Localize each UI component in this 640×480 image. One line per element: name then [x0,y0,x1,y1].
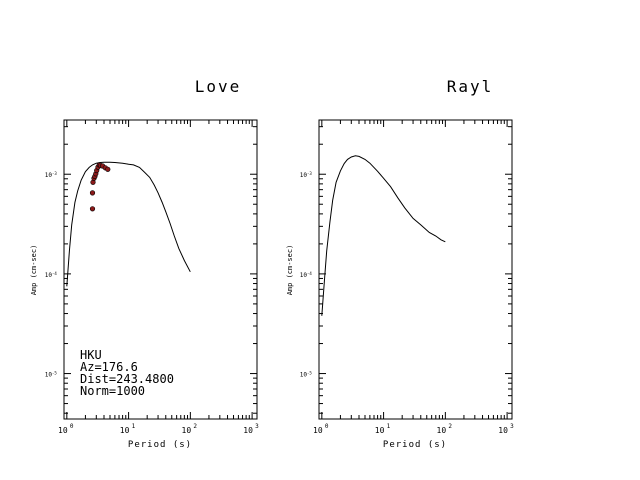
y-tick-label: 10 [45,172,53,179]
x-tick-label-exponent: 1 [387,423,391,430]
axis-ticks-rayl [319,120,512,419]
station-norm: Norm=1000 [80,384,145,398]
y-tick-label: 10 [45,372,53,379]
x-tick-label: 10 [182,426,192,435]
data-point [105,166,111,172]
y-tick-label-exponent: -5 [307,371,312,376]
y-tick-label-exponent: -4 [52,271,57,276]
y-tick-label-exponent: -5 [52,371,57,376]
x-tick-label-exponent: 1 [132,423,136,430]
x-tick-label-exponent: 0 [325,423,329,430]
y-tick-label: 10 [300,172,308,179]
y-axis-label-love: Amp (cm-sec) [30,245,38,296]
data-point [89,206,96,212]
x-tick-label: 10 [498,426,508,435]
y-tick-label: 10 [300,372,308,379]
x-tick-label: 10 [313,426,323,435]
y-tick-label-exponent: -3 [52,171,57,176]
series-love [66,161,191,287]
x-tick-label-exponent: 3 [255,423,259,430]
y-tick-label: 10 [300,272,308,279]
station-distance: Dist=243.4800 [80,372,174,386]
x-tick-label-exponent: 3 [510,423,514,430]
chart-rayl: Rayl Amp (cm-sec) Period (s) 10 0 10 1 10 2 10… [286,77,514,450]
station-azimuth: Az=176.6 [80,360,138,374]
x-tick-label-exponent: 0 [70,423,74,430]
series-line [66,161,191,287]
x-tick-label: 10 [120,426,130,435]
series-rayl [321,155,446,316]
x-axis-label-love: Period (s) [128,440,192,450]
station-name: HKU [80,348,102,362]
y-tick-label: 10 [45,272,53,279]
x-tick-label: 10 [58,426,68,435]
y-tick-label-exponent: -4 [307,271,312,276]
data-point [89,190,96,196]
chart-title-love: Love [195,77,242,96]
plot-frame-love [63,119,258,420]
y-tick-label-exponent: -3 [307,171,312,176]
x-tick-label: 10 [243,426,253,435]
x-axis-label-rayl: Period (s) [383,440,447,450]
x-tick-label-exponent: 2 [448,423,452,430]
x-tick-label-exponent: 2 [193,423,197,430]
y-axis-label-rayl: Amp (cm-sec) [286,245,294,296]
tick-labels-rayl: 10 0 10 1 10 2 10 310 -310 -410 -5 [300,171,514,435]
plot-frame-rayl [318,119,513,420]
station-info: HKU Az=176.6 Dist=243.4800 Norm=1000 [80,348,174,398]
chart-title-rayl: Rayl [447,77,494,96]
x-tick-label: 10 [375,426,385,435]
x-tick-label: 10 [437,426,447,435]
tick-labels-love: 10 0 10 1 10 2 10 310 -310 -410 -5 [45,171,259,435]
series-line [321,155,446,316]
axis-ticks-love [64,120,257,419]
chart-love: Love Amp (cm-sec) Period (s) 10 0 10 1 10 2 10… [30,77,259,450]
